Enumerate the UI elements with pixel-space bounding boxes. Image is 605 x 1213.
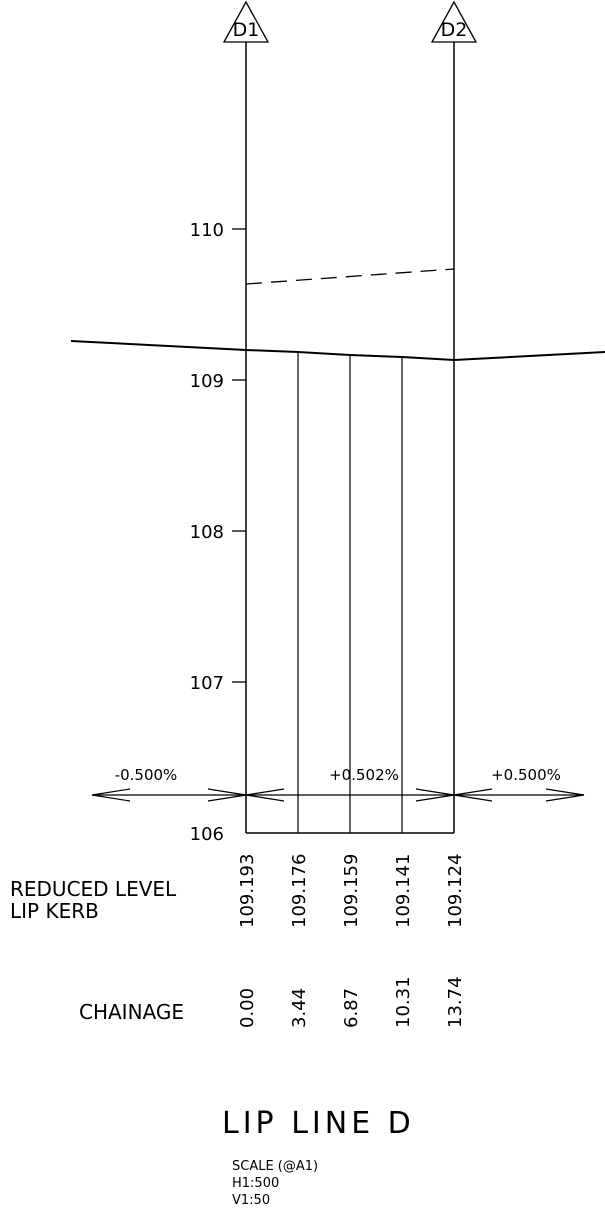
scale-line-3: V1:50 bbox=[232, 1193, 270, 1208]
chainage-value: 3.44 bbox=[289, 988, 310, 1028]
profile-line bbox=[70, 340, 605, 362]
grade-arrows: -0.500% +0.502% +0.500% bbox=[91, 766, 585, 802]
axis-label-108: 108 bbox=[190, 522, 224, 543]
dashed-surface-line bbox=[245, 268, 455, 285]
chainage-value: 13.74 bbox=[445, 976, 466, 1028]
scale-line-2: H1:500 bbox=[232, 1176, 279, 1191]
marker-d1-label: D1 bbox=[233, 19, 260, 41]
marker-d1: D1 bbox=[222, 0, 270, 43]
grade-arrowhead-left-end bbox=[91, 788, 131, 802]
grade-left: -0.500% bbox=[115, 766, 178, 784]
grade-middle: +0.502% bbox=[329, 766, 399, 784]
reduced-level-value: 109.176 bbox=[289, 854, 310, 928]
scale-notes: SCALE (@A1) H1:500 V1:50 bbox=[232, 1159, 318, 1208]
chainage-row: CHAINAGE 0.00 3.44 6.87 10.31 13.74 bbox=[79, 976, 466, 1028]
reduced-level-row: REDUCED LEVEL LIP KERB 109.193 109.176 1… bbox=[10, 854, 466, 928]
axis-label-110: 110 bbox=[190, 220, 224, 241]
grade-arrowhead-right-d2 bbox=[453, 788, 493, 802]
axis-label-106: 106 bbox=[190, 824, 224, 845]
marker-d2: D2 bbox=[430, 0, 478, 43]
grade-arrowhead-right-end bbox=[545, 788, 585, 802]
marker-d2-label: D2 bbox=[441, 19, 468, 41]
grade-right: +0.500% bbox=[491, 766, 561, 784]
reduced-level-value: 109.193 bbox=[237, 854, 258, 928]
reduced-level-value: 109.141 bbox=[393, 854, 414, 928]
reduced-level-value: 109.159 bbox=[341, 854, 362, 928]
axis-label-109: 109 bbox=[190, 371, 224, 392]
vertical-axis: 110 109 108 107 106 bbox=[190, 220, 246, 845]
grade-arrowhead-mid-d1 bbox=[245, 788, 285, 802]
lip-kerb-label: LIP KERB bbox=[10, 899, 99, 923]
axis-label-107: 107 bbox=[190, 673, 224, 694]
reduced-level-label: REDUCED LEVEL bbox=[10, 877, 177, 901]
chainage-value: 6.87 bbox=[341, 988, 362, 1028]
drawing-title: LIP LINE D bbox=[222, 1106, 415, 1141]
scale-line-1: SCALE (@A1) bbox=[232, 1159, 318, 1174]
chainage-value: 0.00 bbox=[237, 988, 258, 1028]
reduced-level-value: 109.124 bbox=[445, 854, 466, 928]
chainage-value: 10.31 bbox=[393, 976, 414, 1028]
chainage-label: CHAINAGE bbox=[79, 1000, 184, 1024]
